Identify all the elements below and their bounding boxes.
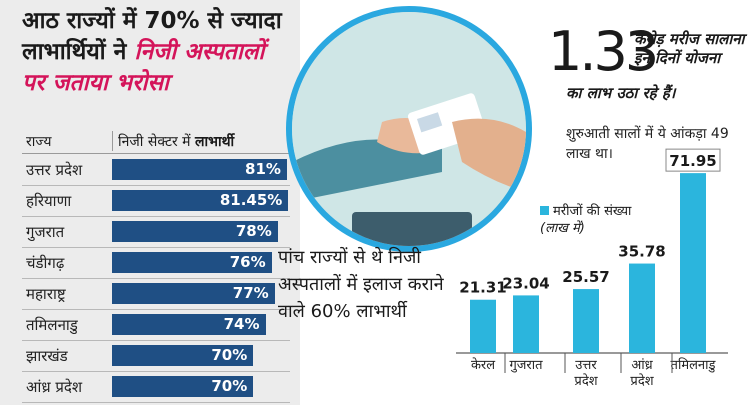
category-label: प्रदेश bbox=[574, 373, 598, 389]
state-bar: 76% bbox=[112, 252, 272, 273]
patient-bar bbox=[629, 263, 655, 353]
state-value-label: 77% bbox=[232, 284, 269, 302]
initial-years-note: शुरुआती सालों में ये आंकड़ा 49 लाख था। bbox=[566, 126, 729, 162]
category-label: तमिलनाडु bbox=[671, 357, 717, 373]
patient-bar bbox=[573, 289, 599, 353]
state-bar: 74% bbox=[112, 314, 266, 335]
state-row: तमिलनाडु 74% bbox=[22, 310, 290, 341]
legend-unit: (लाख में) bbox=[540, 221, 585, 236]
patient-value-label: 35.78 bbox=[618, 243, 665, 261]
column-header-value-bold: लाभार्थी bbox=[195, 134, 235, 150]
state-bar: 78% bbox=[112, 221, 278, 242]
state-name: महाराष्ट्र bbox=[26, 285, 66, 303]
category-label: आंध्र bbox=[631, 358, 653, 373]
patient-value-label: 71.95 bbox=[669, 152, 716, 170]
column-header-state: राज्य bbox=[26, 134, 52, 150]
table-header: राज्य निजी सेक्टर में लाभार्थी bbox=[22, 129, 290, 154]
patient-bar bbox=[513, 295, 539, 353]
state-value-label: 70% bbox=[211, 377, 248, 395]
five-states-note: पांच राज्यों से थे निजी अस्पतालों में इल… bbox=[278, 247, 444, 322]
state-bar: 81.45% bbox=[112, 190, 289, 211]
patient-value-label: 23.04 bbox=[502, 274, 549, 292]
state-value-label: 76% bbox=[229, 253, 266, 271]
state-row: महाराष्ट्र 77% bbox=[22, 279, 290, 310]
state-bar: 81% bbox=[112, 159, 287, 180]
state-value-label: 81.45% bbox=[219, 191, 283, 209]
state-row: उत्तर प्रदेश 81% bbox=[22, 155, 290, 186]
patient-bar bbox=[470, 299, 496, 353]
headline-highlight-2: पर जताया भरोसा bbox=[22, 70, 169, 96]
legend-label: मरीजों की संख्या bbox=[553, 204, 632, 219]
patient-bar bbox=[680, 173, 706, 353]
patient-value-label: 21.31 bbox=[459, 279, 506, 297]
headline-highlight-1: निजी अस्पतालों bbox=[134, 39, 265, 65]
state-name: गुजरात bbox=[26, 223, 65, 241]
hand-card-illustration bbox=[292, 12, 526, 246]
category-label: प्रदेश bbox=[630, 373, 654, 389]
legend: मरीजों की संख्या (लाख में) bbox=[540, 203, 631, 237]
value-label-box bbox=[665, 148, 721, 172]
state-row: आंध्र प्रदेश 70% bbox=[22, 372, 290, 403]
category-label: गुजरात bbox=[509, 358, 543, 373]
column-divider bbox=[112, 131, 113, 151]
column-header-value-prefix: निजी सेक्टर में bbox=[118, 134, 196, 150]
state-bar: 77% bbox=[112, 283, 275, 304]
state-name: चंडीगढ़ bbox=[26, 254, 65, 272]
state-name: झारखंड bbox=[26, 347, 68, 365]
photo-circle bbox=[286, 6, 532, 252]
big-number: 1.33 bbox=[548, 20, 659, 83]
state-bar: 70% bbox=[112, 376, 254, 397]
state-value-label: 70% bbox=[211, 346, 248, 364]
column-header-value: निजी सेक्टर में लाभार्थी bbox=[118, 132, 234, 151]
state-value-label: 74% bbox=[223, 315, 260, 333]
state-bar: 70% bbox=[112, 345, 254, 366]
patients-line: करोड़ मरीज सालाना इन दिनों योजना bbox=[634, 30, 745, 67]
benefit-line: का लाभ उठा रहे हैं। bbox=[566, 84, 676, 102]
state-name: तमिलनाडु bbox=[26, 316, 78, 334]
page-title: आठ राज्यों में 70% से ज्यादा लाभार्थियों… bbox=[22, 6, 312, 99]
state-value-label: 81% bbox=[245, 160, 281, 178]
headline-line-2: लाभार्थियों ने bbox=[22, 39, 135, 65]
category-label: उत्तर bbox=[575, 358, 597, 373]
state-row: हरियाणा 81.45% bbox=[22, 186, 290, 217]
state-row: चंडीगढ़ 76% bbox=[22, 248, 290, 279]
category-label: केरल bbox=[471, 357, 495, 373]
state-value-label: 78% bbox=[235, 222, 272, 240]
state-row: गुजरात 78% bbox=[22, 217, 290, 248]
legend-swatch bbox=[540, 206, 549, 215]
state-name: आंध्र प्रदेश bbox=[26, 378, 83, 396]
state-name: हरियाणा bbox=[26, 192, 72, 210]
state-row: झारखंड 70% bbox=[22, 341, 290, 372]
headline-line-1: आठ राज्यों में 70% से ज्यादा bbox=[22, 8, 282, 34]
patient-value-label: 25.57 bbox=[562, 268, 609, 286]
state-name: उत्तर प्रदेश bbox=[26, 161, 83, 179]
